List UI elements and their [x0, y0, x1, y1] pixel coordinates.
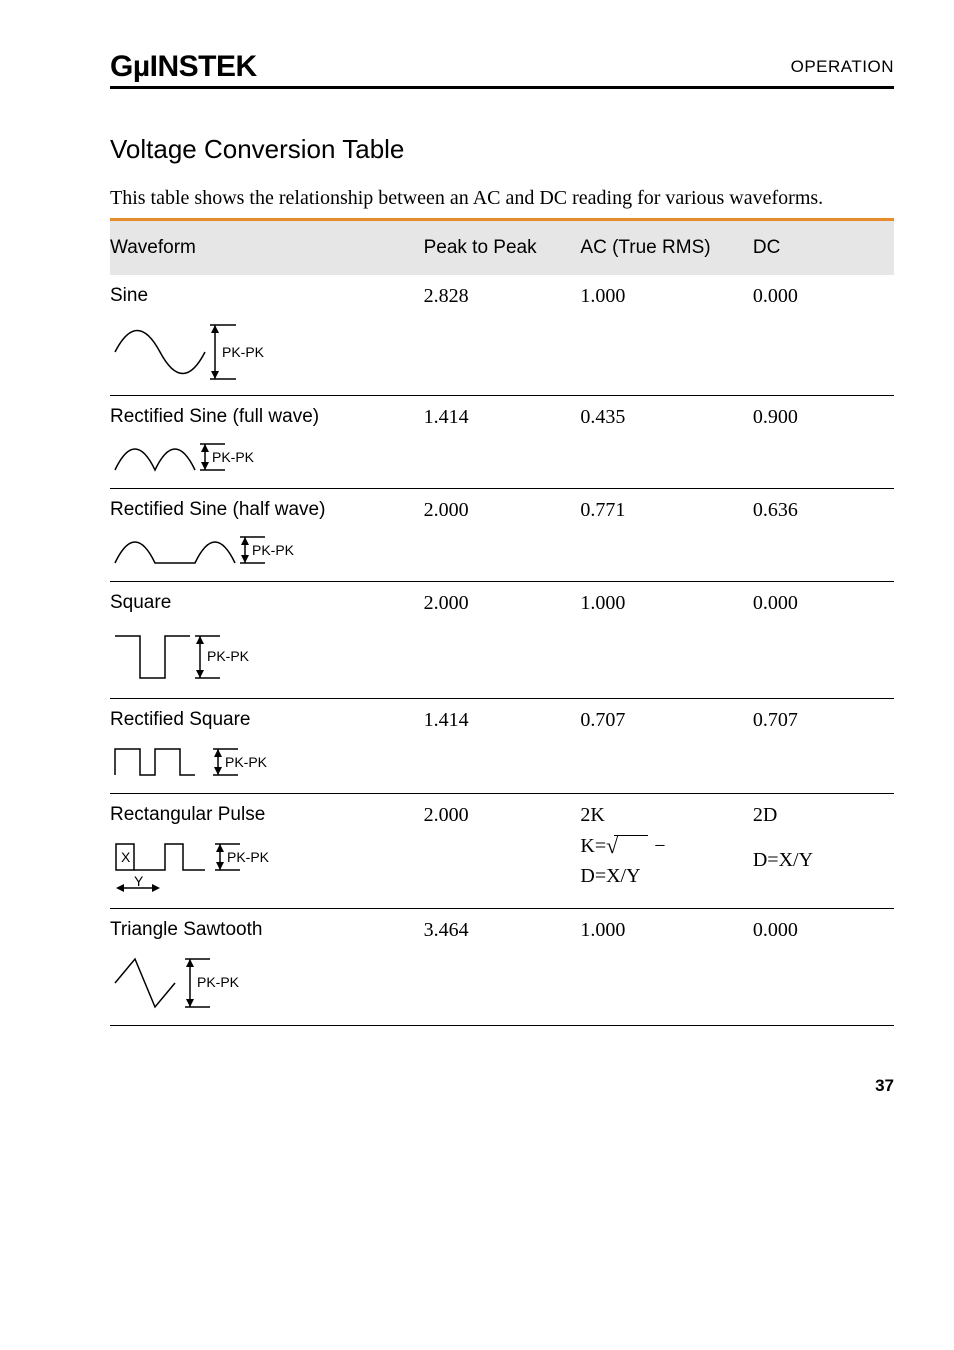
ac-formula: K= √ −: [580, 833, 744, 859]
waveform-cell: Triangle Sawtooth PK-PK: [110, 909, 424, 1026]
ac-primary: 2K: [580, 804, 744, 827]
ac-value: 2K K= √ − D=X/Y: [580, 794, 752, 909]
waveform-cell: Rectified Sine (half wave) PK-PK: [110, 489, 424, 582]
svg-text:PK-PK: PK-PK: [227, 849, 270, 865]
pkpk-value: 2.000: [424, 489, 581, 582]
ac-value: 0.771: [580, 489, 752, 582]
dc-value: 0.000: [753, 909, 894, 1026]
waveform-name: Rectified Square: [110, 709, 416, 731]
ac-value: 0.435: [580, 396, 752, 489]
svg-text:PK-PK: PK-PK: [197, 974, 240, 990]
rectified-sine-half-icon: PK-PK: [110, 533, 320, 571]
waveform-name: Rectified Sine (full wave): [110, 406, 416, 428]
pkpk-value: 2.828: [424, 275, 581, 396]
rectangular-pulse-icon: X PK-PK Y: [110, 838, 320, 898]
pkpk-value: 3.464: [424, 909, 581, 1026]
page-title: Voltage Conversion Table: [110, 134, 894, 165]
dc-value: 0.000: [753, 275, 894, 396]
table-row: Rectified Square PK-PK 1.414 0.707 0.707: [110, 699, 894, 794]
waveform-cell: Rectified Sine (full wave) PK-PK: [110, 396, 424, 489]
waveform-cell: Rectified Square PK-PK: [110, 699, 424, 794]
dc-formula: D=X/Y: [753, 849, 886, 872]
svg-text:Y: Y: [134, 873, 144, 889]
ac-formula-2: D=X/Y: [580, 865, 744, 888]
ac-value: 1.000: [580, 275, 752, 396]
col-dc: DC: [753, 221, 894, 275]
svg-text:PK-PK: PK-PK: [252, 542, 295, 558]
table-row: Rectified Sine (full wave) PK-PK 1.414 0…: [110, 396, 894, 489]
svg-text:PK-PK: PK-PK: [225, 754, 268, 770]
dc-value: 0.636: [753, 489, 894, 582]
waveform-name: Square: [110, 592, 416, 614]
pkpk-value: 2.000: [424, 794, 581, 909]
table-row: Square PK-PK 2.000 1.000 0.000: [110, 582, 894, 699]
triangle-sawtooth-icon: PK-PK: [110, 953, 300, 1015]
dc-value: 0.707: [753, 699, 894, 794]
svg-text:PK-PK: PK-PK: [222, 344, 265, 360]
waveform-cell: Square PK-PK: [110, 582, 424, 699]
table-row: Rectified Sine (half wave) PK-PK 2.000 0…: [110, 489, 894, 582]
ac-value: 1.000: [580, 909, 752, 1026]
dc-value: 2D D=X/Y: [753, 794, 894, 909]
table-header-row: Waveform Peak to Peak AC (True RMS) DC: [110, 221, 894, 275]
waveform-name: Triangle Sawtooth: [110, 919, 416, 941]
table-row: Sine PK-PK 2.828 1.000 0.000: [110, 275, 894, 396]
svg-text:X: X: [121, 849, 131, 865]
conversion-table: Waveform Peak to Peak AC (True RMS) DC S…: [110, 221, 894, 1026]
ac-value: 1.000: [580, 582, 752, 699]
page-number: 37: [110, 1076, 894, 1096]
svg-text:PK-PK: PK-PK: [212, 449, 255, 465]
sine-icon: PK-PK: [110, 319, 300, 385]
ac-value: 0.707: [580, 699, 752, 794]
dc-value: 0.000: [753, 582, 894, 699]
pkpk-value: 2.000: [424, 582, 581, 699]
pkpk-value: 1.414: [424, 699, 581, 794]
waveform-name: Sine: [110, 285, 416, 307]
waveform-cell: Sine PK-PK: [110, 275, 424, 396]
intro-text: This table shows the relationship betwee…: [110, 185, 894, 212]
waveform-cell: Rectangular Pulse X PK-PK Y: [110, 794, 424, 909]
waveform-name: Rectangular Pulse: [110, 804, 416, 826]
col-ac: AC (True RMS): [580, 221, 752, 275]
table-row: Triangle Sawtooth PK-PK 3.464 1.000 0.00…: [110, 909, 894, 1026]
square-icon: PK-PK: [110, 626, 300, 688]
table-row: Rectangular Pulse X PK-PK Y 2: [110, 794, 894, 909]
dc-primary: 2D: [753, 804, 886, 827]
dc-value: 0.900: [753, 396, 894, 489]
svg-text:PK-PK: PK-PK: [207, 648, 250, 664]
col-pkpk: Peak to Peak: [424, 221, 581, 275]
page-header: GµINSTEK OPERATION: [110, 50, 894, 89]
rectified-square-icon: PK-PK: [110, 743, 310, 783]
waveform-name: Rectified Sine (half wave): [110, 499, 416, 521]
rectified-sine-full-icon: PK-PK: [110, 440, 310, 478]
col-waveform: Waveform: [110, 221, 424, 275]
pkpk-value: 1.414: [424, 396, 581, 489]
logo: GµINSTEK: [110, 50, 257, 84]
section-label: OPERATION: [791, 57, 894, 77]
